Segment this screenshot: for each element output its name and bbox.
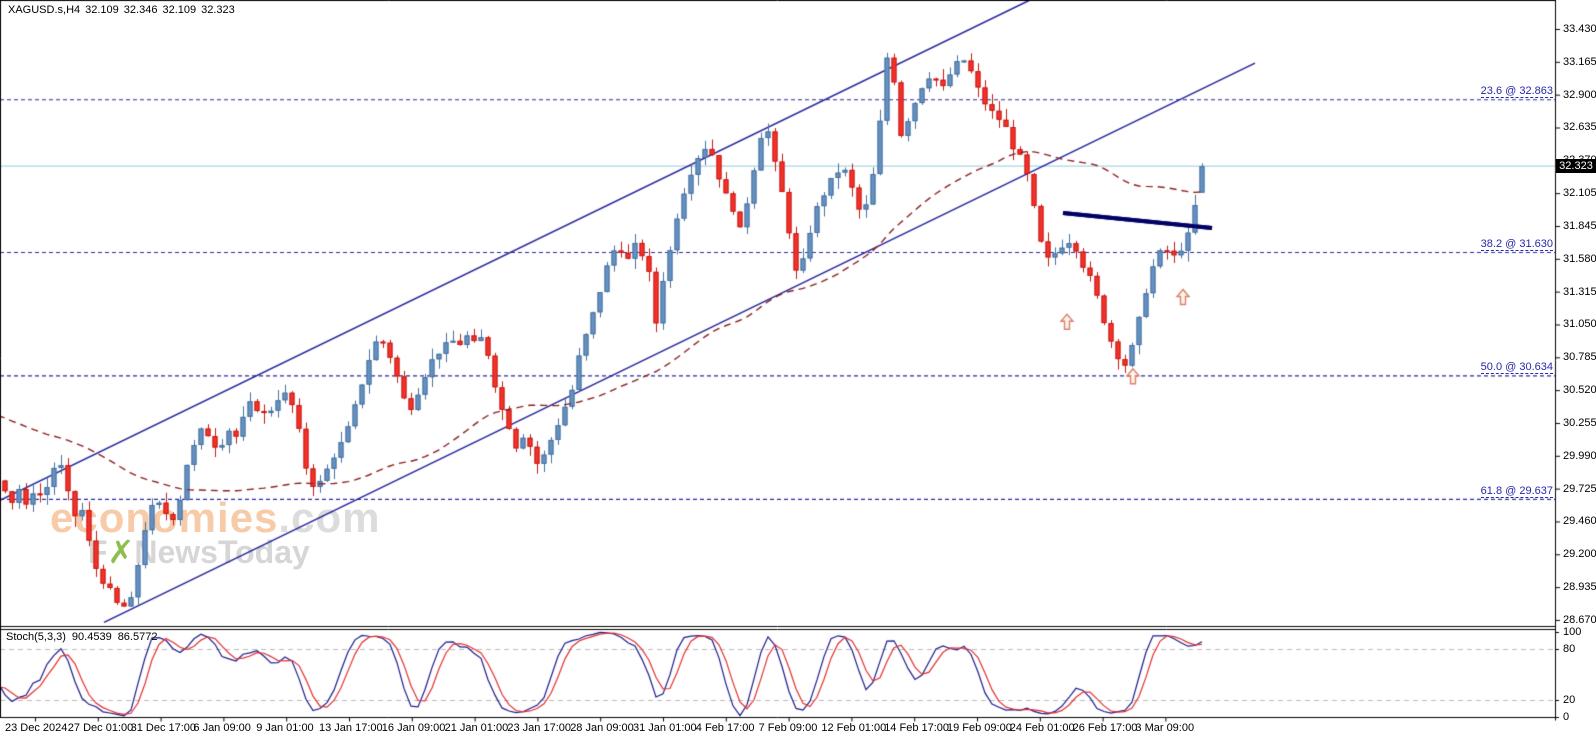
stoch-name: Stoch(5,3,3) — [6, 631, 66, 643]
ohlc-open: 32.109 — [85, 4, 119, 16]
y-axis-tick-label: 33.165 — [1563, 55, 1596, 68]
y-axis-tick-label: 31.845 — [1563, 219, 1596, 232]
ohlc-high: 32.346 — [123, 4, 158, 16]
x-axis-date-label: 24 Feb 01:00 — [1009, 722, 1075, 734]
fib-level-text: 61.8 @ 29.637 — [1480, 484, 1553, 498]
fib-level-text: 38.2 @ 31.630 — [1480, 237, 1553, 251]
fib-level-label: 38.2 @ 31.630 — [1480, 237, 1553, 251]
x-axis-date-label: 16 Jan 09:00 — [381, 722, 446, 734]
y-axis-tick-label: 32.900 — [1563, 88, 1596, 101]
ohlc-close: 32.323 — [201, 4, 235, 16]
x-axis-date-label: 31 Jan 01:00 — [633, 722, 697, 734]
x-axis-date-label: 12 Feb 01:00 — [821, 722, 887, 734]
y-axis-tick-label: 32.635 — [1563, 121, 1596, 134]
x-axis-date-label: 3 Mar 09:00 — [1135, 722, 1195, 734]
stoch-scale-label: 20 — [1563, 694, 1576, 706]
x-axis-date-label: 14 Feb 17:00 — [884, 722, 950, 734]
y-axis-tick-label: 29.200 — [1563, 548, 1596, 561]
symbol-timeframe: XAGUSD.s,H4 — [8, 4, 81, 16]
y-axis-tick-label: 31.315 — [1563, 285, 1596, 298]
stoch-scale-label: 80 — [1563, 643, 1576, 655]
y-axis-tick-label: 32.105 — [1563, 187, 1596, 200]
y-axis-tick-label: 30.520 — [1563, 384, 1596, 397]
fib-level-text: 50.0 @ 30.634 — [1480, 361, 1553, 375]
y-axis-tick-label: 28.935 — [1563, 581, 1596, 594]
current-price-badge: 32.323 — [1556, 159, 1596, 173]
y-axis-tick-label: 31.580 — [1563, 252, 1596, 265]
y-axis-tick-label: 33.430 — [1563, 23, 1596, 35]
stoch-indicator-label: Stoch(5,3,3) 90.4539 86.5772 — [6, 631, 163, 643]
x-axis-date-label: 26 Feb 17:00 — [1072, 722, 1138, 734]
y-axis-tick-label: 29.460 — [1563, 515, 1596, 528]
fib-level-text: 23.6 @ 32.863 — [1480, 85, 1553, 99]
x-axis-date-label: 23 Jan 17:00 — [507, 722, 572, 734]
x-axis-date-label: 27 Dec 01:00 — [67, 722, 134, 734]
x-axis-date-label: 21 Jan 01:00 — [444, 722, 509, 734]
x-axis-date-label: 9 Jan 01:00 — [256, 722, 314, 734]
symbol-ohlc-readout: XAGUSD.s,H4 32.109 32.346 32.109 32.323 — [8, 4, 240, 16]
y-axis-tick-label: 30.785 — [1563, 351, 1596, 364]
ohlc-low: 32.109 — [162, 4, 197, 16]
y-axis-tick-label: 29.990 — [1563, 449, 1596, 462]
stoch-scale-label: 100 — [1563, 626, 1582, 638]
x-axis-date-label: 23 Dec 2024 — [5, 722, 68, 734]
y-axis-tick-label: 30.255 — [1563, 416, 1596, 429]
fib-level-label: 50.0 @ 30.634 — [1480, 361, 1553, 375]
x-axis-date-label: 31 Dec 17:00 — [130, 722, 197, 734]
x-axis-date-label: 7 Feb 09:00 — [758, 722, 818, 734]
x-axis-date-label: 28 Jan 09:00 — [570, 722, 634, 734]
stoch-scale-label: 0 — [1563, 711, 1570, 723]
x-axis-date-label: 6 Jan 09:00 — [193, 722, 251, 734]
y-axis-tick-label: 31.050 — [1563, 318, 1596, 331]
x-axis-date-label: 19 Feb 09:00 — [947, 722, 1012, 734]
y-axis-tick-label: 29.725 — [1563, 482, 1596, 495]
fib-level-label: 61.8 @ 29.637 — [1480, 484, 1553, 498]
y-axis-tick-label: 28.670 — [1563, 613, 1596, 626]
fib-level-label: 23.6 @ 32.863 — [1480, 85, 1553, 99]
stoch-main-value: 90.4539 — [71, 631, 112, 643]
stoch-signal-value: 86.5772 — [117, 631, 158, 643]
x-axis-date-label: 4 Feb 17:00 — [695, 722, 755, 734]
x-axis-date-label: 13 Jan 17:00 — [319, 722, 383, 734]
